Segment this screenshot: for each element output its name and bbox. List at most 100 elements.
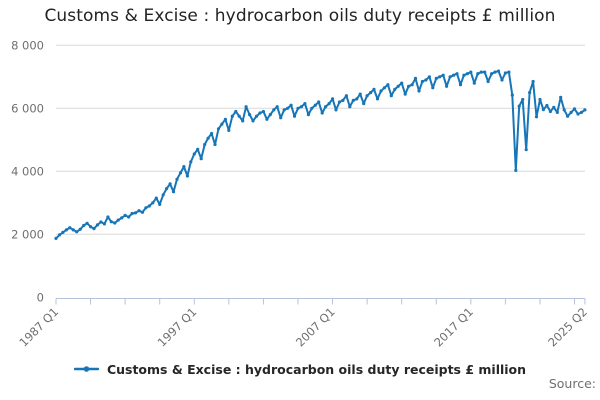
y-axis-tick-label: 2 000: [11, 227, 44, 241]
series-point-marker: [320, 111, 324, 115]
series-point-marker: [393, 87, 397, 91]
series-point-marker: [57, 233, 62, 237]
series-point-marker: [106, 215, 110, 219]
series-point-marker: [517, 104, 521, 108]
series-point-marker: [555, 110, 559, 114]
series-point-marker: [303, 102, 307, 106]
series-point-marker: [503, 71, 507, 75]
series-point-marker: [538, 97, 542, 102]
series-point-marker: [375, 97, 380, 101]
series-point-marker: [241, 119, 245, 123]
series-point-marker: [469, 70, 473, 74]
series-point-marker: [265, 117, 269, 121]
series-point-marker: [54, 236, 58, 240]
series-point-marker: [507, 70, 511, 74]
series-point-marker: [244, 105, 248, 109]
series-point-marker: [358, 92, 362, 96]
x-axis-tick-label: 2017 Q1: [431, 305, 476, 350]
series-point-marker: [327, 102, 331, 106]
series-point-marker: [130, 211, 134, 216]
series-point-marker: [151, 201, 155, 205]
series-point-marker: [292, 114, 297, 118]
series-point-marker: [234, 109, 238, 114]
series-point-marker: [407, 84, 411, 88]
series-point-marker: [71, 228, 75, 232]
series-point-marker: [548, 109, 553, 114]
series-point-marker: [196, 147, 200, 151]
series-point-marker: [559, 95, 563, 99]
chart-plot-area: 0 2 000 4 000 6 000 8 000 1987 Q1 1997 Q1 2007 …: [11, 38, 590, 350]
series-point-marker: [192, 152, 196, 156]
source-label: Source:: [548, 376, 596, 391]
series-point-marker: [189, 160, 193, 164]
series-point-marker: [64, 228, 68, 232]
series-point-marker: [102, 222, 106, 226]
series-point-marker: [351, 98, 355, 102]
series-point-marker: [279, 116, 283, 120]
series-point-marker: [510, 93, 514, 97]
series-point-marker: [572, 107, 577, 111]
series-point-marker: [362, 102, 366, 106]
series-point-marker: [199, 157, 203, 161]
series-point-marker: [490, 72, 494, 76]
series-point-marker: [89, 225, 93, 229]
series-point-marker: [120, 216, 124, 220]
series-point-marker: [230, 114, 234, 118]
series-point-marker: [261, 109, 265, 114]
series-point-marker: [127, 215, 131, 219]
series-point-marker: [133, 211, 138, 215]
series-point-marker: [317, 100, 321, 104]
series-point-marker: [369, 91, 373, 95]
series-point-marker: [514, 168, 518, 172]
series-point-marker: [341, 98, 345, 102]
series-point-marker: [334, 108, 338, 112]
series-point-marker: [382, 86, 386, 90]
series-point-marker: [372, 87, 376, 91]
x-axis-tick-label: 2007 Q1: [293, 305, 338, 350]
series-point-marker: [161, 193, 165, 197]
series-point-marker: [524, 148, 528, 152]
series-point-marker: [324, 105, 328, 109]
series-point-marker: [123, 213, 127, 217]
series-point-marker: [254, 114, 259, 118]
series-point-marker: [296, 106, 300, 110]
series-point-marker: [68, 226, 72, 230]
series-point-marker: [579, 110, 584, 114]
series-point-marker: [396, 84, 400, 88]
legend-item[interactable]: Customs & Excise : hydrocarbon oils duty…: [0, 360, 600, 378]
series-point-marker: [431, 86, 435, 90]
series-point-marker: [486, 79, 490, 84]
series-point-marker: [310, 106, 314, 110]
series-point-marker: [95, 223, 100, 227]
legend-label: Customs & Excise : hydrocarbon oils duty…: [106, 361, 527, 377]
y-axis-tick-label: 4 000: [11, 164, 44, 178]
legend-line-marker-icon: [73, 366, 100, 372]
series-point-marker: [282, 108, 286, 112]
series-point-marker: [410, 83, 414, 87]
series-point-marker: [445, 84, 449, 88]
series-point-marker: [299, 105, 303, 109]
x-axis-tick-label: 1997 Q1: [155, 305, 200, 350]
series-point-marker: [251, 119, 255, 123]
series-point-marker: [175, 177, 179, 181]
series-point-marker: [154, 196, 158, 200]
series-point-marker: [158, 202, 162, 206]
series-point-marker: [534, 115, 539, 119]
series-point-marker: [75, 230, 79, 234]
series-point-marker: [462, 73, 466, 77]
series-point-marker: [168, 182, 172, 186]
series-point-marker: [61, 230, 65, 234]
y-axis-tick-label: 8 000: [11, 38, 44, 52]
series-point-marker: [569, 110, 573, 114]
series-point-marker: [109, 220, 113, 224]
series-point-marker: [185, 174, 189, 178]
series-point-marker: [583, 108, 587, 112]
chart-title: Customs & Excise : hydrocarbon oils duty…: [44, 6, 556, 26]
series-point-marker: [289, 103, 293, 107]
series-point-marker: [427, 75, 431, 79]
series-point-marker: [206, 136, 210, 140]
series-point-marker: [85, 221, 89, 225]
series-point-marker: [455, 72, 459, 76]
series-point-marker: [113, 221, 117, 225]
